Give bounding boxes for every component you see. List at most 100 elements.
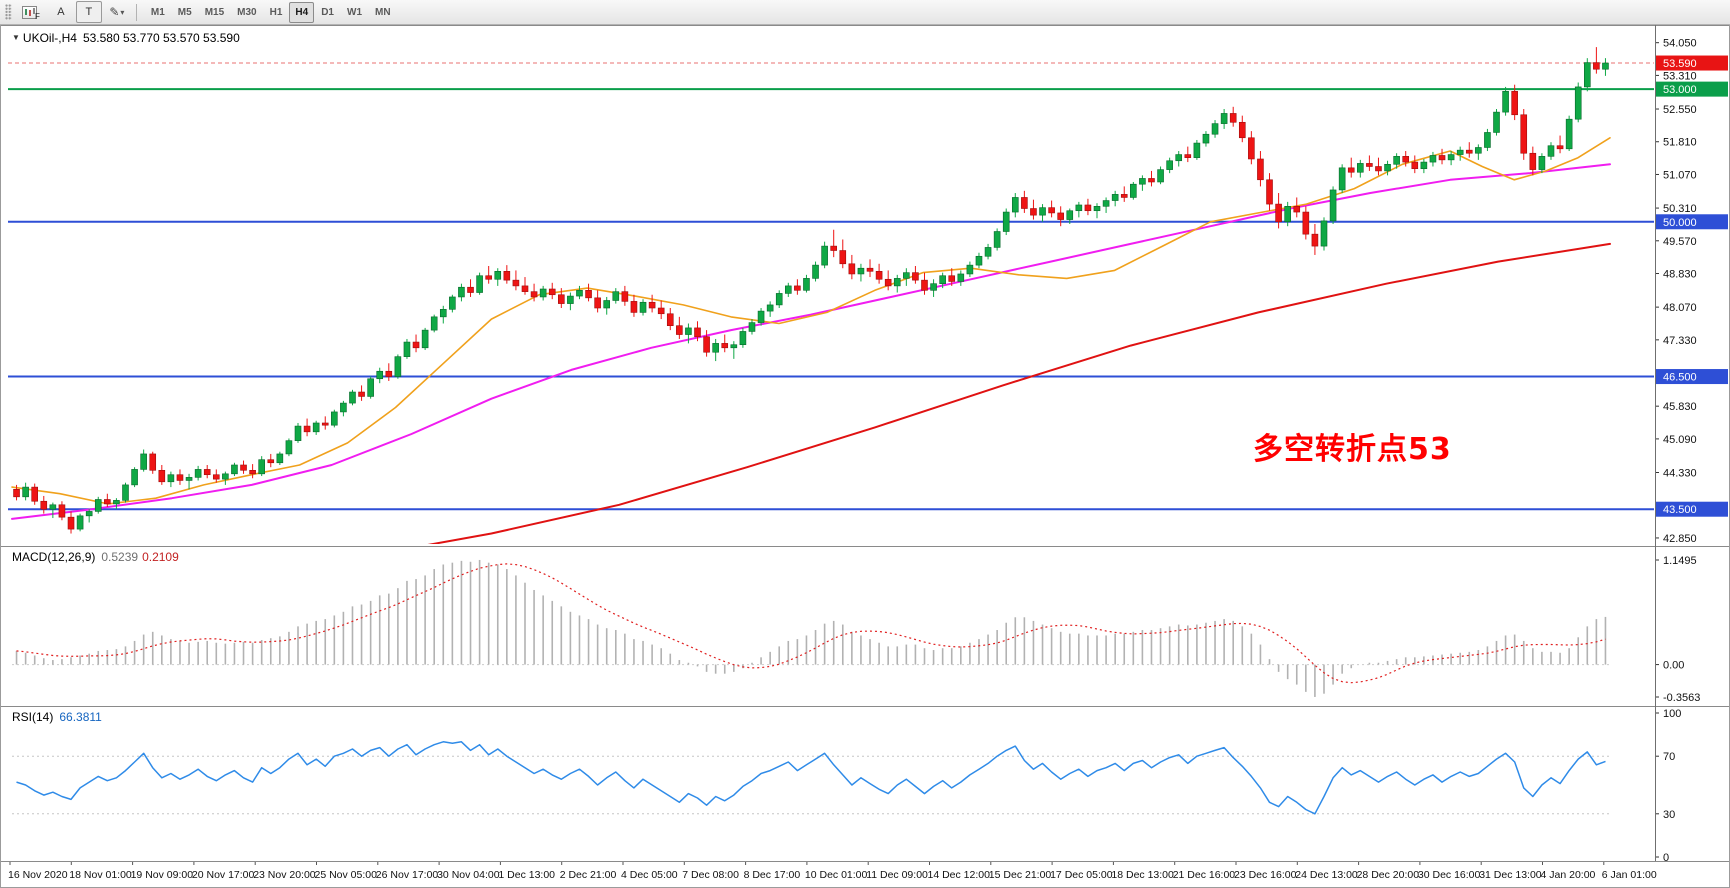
time-label: 1 Dec 13:00 bbox=[498, 869, 555, 881]
time-label: 30 Nov 04:00 bbox=[437, 869, 500, 881]
moving-averages bbox=[11, 137, 1611, 544]
time-label: 2 Dec 21:00 bbox=[560, 869, 617, 881]
price-marker-label: 53.590 bbox=[1663, 58, 1697, 70]
rsi-axis-label: 0 bbox=[1663, 852, 1669, 864]
timeframe-h1[interactable]: H1 bbox=[269, 6, 283, 18]
chart-annotation[interactable]: 多空转折点53 bbox=[1253, 432, 1452, 467]
timeframe-d1[interactable]: D1 bbox=[321, 6, 334, 18]
time-label: 23 Dec 16:00 bbox=[1234, 869, 1297, 881]
chart-icon bbox=[22, 5, 37, 19]
price-tick-label: 50.310 bbox=[1663, 203, 1697, 215]
price-marker bbox=[1656, 55, 1728, 71]
price-marker-label: 46.500 bbox=[1663, 372, 1697, 384]
rsi-value: 66.3811 bbox=[59, 710, 102, 724]
price-marker-label: 43.500 bbox=[1663, 504, 1697, 516]
macd-name: MACD(12,26,9) bbox=[12, 550, 96, 564]
toolbar: F A T ✎ ▾ M1 M5 M15 M30 H1 H4 D1 W1 MN bbox=[0, 0, 1730, 25]
draw-tool-button[interactable]: ✎ ▾ bbox=[104, 1, 130, 23]
time-label: 28 Dec 20:00 bbox=[1357, 869, 1420, 881]
toolbar-drag-handle[interactable] bbox=[5, 4, 12, 20]
rsi-label: RSI(14) 66.3811 bbox=[12, 710, 102, 724]
macd-pane: 1.1495 0.00 -0.3563 bbox=[12, 555, 1700, 704]
time-label: 20 Nov 17:00 bbox=[192, 869, 255, 881]
timeframe-m30[interactable]: M30 bbox=[237, 6, 257, 18]
rsi-name: RSI(14) bbox=[12, 710, 54, 724]
horizontal-lines bbox=[8, 62, 1654, 511]
timeframe-h4[interactable]: H4 bbox=[289, 1, 315, 23]
macd-value-signal: 0.2109 bbox=[142, 550, 179, 564]
price-tick-label: 51.810 bbox=[1663, 137, 1697, 149]
rsi-axis-label: 30 bbox=[1663, 809, 1675, 821]
price-tick-label: 52.550 bbox=[1663, 104, 1697, 116]
time-label: 14 Dec 12:00 bbox=[928, 869, 991, 881]
macd-axis-label: -0.3563 bbox=[1663, 692, 1700, 704]
macd-axis-label: 1.1495 bbox=[1663, 555, 1697, 567]
time-label: 25 Nov 05:00 bbox=[315, 869, 378, 881]
price-tick-label: 48.830 bbox=[1663, 269, 1697, 281]
price-axis: 54.050 53.310 52.550 51.810 51.070 50.310 49.5… bbox=[1655, 38, 1728, 545]
price-marker bbox=[1656, 214, 1728, 230]
timeframe-mn[interactable]: MN bbox=[375, 6, 391, 18]
time-label: 30 Dec 16:00 bbox=[1418, 869, 1481, 881]
macd-label: MACD(12,26,9) 0.5239 0.2109 bbox=[12, 550, 179, 564]
time-label: 19 Nov 09:00 bbox=[131, 869, 194, 881]
price-tick-label: 54.050 bbox=[1663, 38, 1697, 50]
price-marker-label: 50.000 bbox=[1663, 217, 1697, 229]
candles-layer bbox=[13, 47, 1609, 534]
toolbar-button-t[interactable]: T bbox=[75, 1, 102, 23]
price-marker bbox=[1656, 369, 1728, 385]
time-label: 15 Dec 21:00 bbox=[989, 869, 1052, 881]
price-marker-label: 53.000 bbox=[1663, 84, 1697, 96]
price-tick-label: 45.830 bbox=[1663, 401, 1697, 413]
time-label: 24 Dec 13:00 bbox=[1295, 869, 1358, 881]
timeframe-bar: M1 M5 M15 M30 H1 H4 D1 W1 MN bbox=[145, 1, 397, 23]
price-tick-label: 48.070 bbox=[1663, 302, 1697, 314]
time-label: 4 Dec 05:00 bbox=[621, 869, 678, 881]
chart-icon-f-label: F bbox=[35, 11, 40, 21]
pencil-icon: ✎ bbox=[109, 5, 120, 19]
timeframe-m1[interactable]: M1 bbox=[150, 6, 165, 18]
time-label: 16 Nov 2020 bbox=[8, 869, 68, 881]
timeframe-m15[interactable]: M15 bbox=[204, 6, 225, 18]
price-tick-label: 51.070 bbox=[1663, 169, 1697, 181]
time-label: 7 Dec 08:00 bbox=[682, 869, 739, 881]
price-tick-label: 47.330 bbox=[1663, 335, 1697, 347]
time-label: 21 Dec 16:00 bbox=[1173, 869, 1236, 881]
time-label: 26 Nov 17:00 bbox=[376, 869, 439, 881]
time-label: 11 Dec 09:00 bbox=[866, 869, 928, 881]
rsi-axis-label: 100 bbox=[1663, 708, 1681, 720]
price-tick-label: 42.850 bbox=[1663, 533, 1697, 545]
chart-symbol: UKOil-,H4 bbox=[22, 31, 77, 45]
time-label: 31 Dec 13:00 bbox=[1479, 869, 1542, 881]
price-marker bbox=[1656, 501, 1728, 517]
time-label: 23 Nov 20:00 bbox=[253, 869, 316, 881]
time-label: 17 Dec 05:00 bbox=[1050, 869, 1113, 881]
chart-window-button[interactable]: F bbox=[18, 1, 46, 23]
dropdown-caret-icon: ▾ bbox=[120, 7, 125, 17]
time-label: 4 Jan 20:00 bbox=[1541, 869, 1596, 881]
toolbar-button-a[interactable]: A bbox=[57, 6, 65, 18]
timeframe-m5[interactable]: M5 bbox=[177, 6, 192, 18]
time-label: 6 Jan 01:00 bbox=[1602, 869, 1657, 881]
timeframe-w1[interactable]: W1 bbox=[347, 6, 362, 18]
toolbar-separator bbox=[135, 3, 137, 21]
price-tick-label: 45.090 bbox=[1663, 434, 1697, 446]
price-tick-label: 44.330 bbox=[1663, 468, 1697, 480]
price-tick-label: 49.570 bbox=[1663, 236, 1697, 248]
time-label: 18 Nov 01:00 bbox=[69, 869, 132, 881]
macd-value-main: 0.5239 bbox=[101, 550, 139, 564]
rsi-axis-label: 70 bbox=[1663, 751, 1675, 763]
rsi-pane: 100 70 30 0 bbox=[12, 708, 1681, 864]
time-label: 8 Dec 17:00 bbox=[744, 869, 801, 881]
chart-ohlc-values: 53.580 53.770 53.570 53.590 bbox=[82, 31, 240, 45]
macd-axis-label: 0.00 bbox=[1663, 660, 1684, 672]
chart-title: ▼ UKOil-,H4 53.580 53.770 53.570 53.590 bbox=[12, 31, 240, 45]
time-label: 10 Dec 01:00 bbox=[805, 869, 868, 881]
price-tick-label: 53.310 bbox=[1663, 70, 1697, 82]
price-marker bbox=[1656, 81, 1728, 97]
time-label: 18 Dec 13:00 bbox=[1111, 869, 1174, 881]
